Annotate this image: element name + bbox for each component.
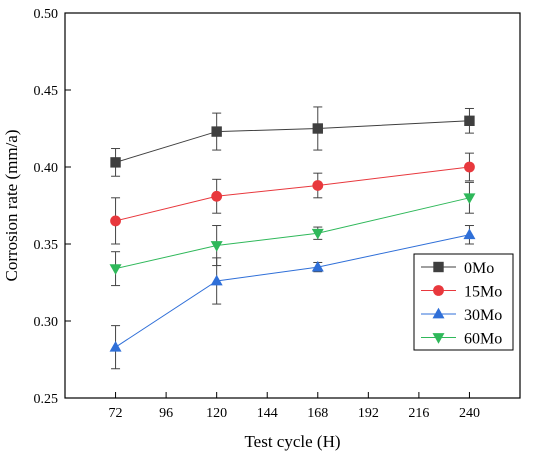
axes-frame [64,12,521,399]
legend-marker [432,333,445,344]
data-point [463,193,476,204]
data-point [210,274,223,286]
plot-area: 72 96 120 144 168 192 216 240 0.25 0.30 0.35 0.40 0.… [34,7,521,421]
legend-marker [433,261,444,273]
series-line [115,197,470,270]
data-point [312,180,324,191]
series-line [115,234,470,348]
x-tick-label: 72 [109,406,123,421]
data-point [463,228,476,240]
data-point [464,161,475,173]
legend-marker [433,285,444,296]
y-tick-label: 0.50 [34,7,59,22]
series-line [115,120,470,163]
data-point [312,123,323,134]
x-axis-label: Test cycle (H) [244,432,340,451]
y-tick-label: 0.45 [34,84,59,99]
y-tick-label: 0.35 [34,238,59,253]
series-60Mo [109,181,476,287]
data-point [109,264,122,275]
x-tick-label: 168 [307,406,328,421]
legend-marker [432,307,445,319]
legend-label: 60Mo [464,331,502,348]
data-point [311,228,324,240]
legend-label: 0Mo [464,260,494,277]
legend: 0Mo 15Mo 30Mo 60Mo [413,253,514,351]
data-point [110,215,121,227]
data-point [211,190,223,202]
series-30Mo [109,225,476,370]
y-tick-label: 0.30 [34,315,59,330]
legend-box [413,253,514,351]
x-tick-label: 216 [408,406,429,421]
data-point [110,157,121,168]
x-tick-label: 240 [459,406,480,421]
y-tick-label: 0.25 [34,392,59,407]
data-point [109,340,122,352]
data-point [311,260,324,272]
legend-label: 15Mo [464,284,502,301]
x-tick-label: 96 [159,406,173,421]
x-tick-label: 120 [206,406,227,421]
data-point [464,115,475,126]
series-15Mo [110,152,475,245]
data-point [210,241,223,252]
x-tick-label: 192 [358,406,379,421]
x-tick-label: 144 [257,406,278,421]
data-point [211,126,222,137]
series-line [115,166,470,222]
legend-label: 30Mo [464,307,502,324]
series-0Mo [110,106,475,177]
y-axis-label: Corrosion rate (mm/a) [2,129,21,281]
y-tick-label: 0.40 [34,161,59,176]
